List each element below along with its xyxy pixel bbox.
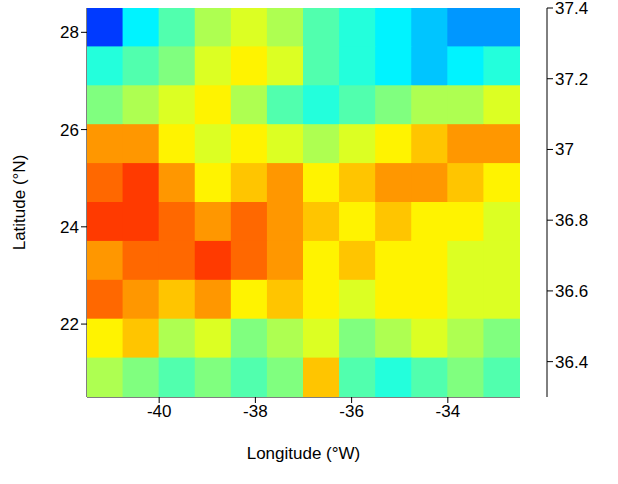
svg-text:36.8: 36.8 [555,211,588,230]
svg-text:-34: -34 [436,402,461,421]
svg-text:22: 22 [60,315,79,334]
svg-text:-40: -40 [147,402,172,421]
svg-text:24: 24 [60,218,79,237]
svg-text:Latitude (°N): Latitude (°N) [10,155,29,251]
svg-text:28: 28 [60,23,79,42]
svg-text:-36: -36 [339,402,364,421]
svg-text:37.4: 37.4 [555,0,588,18]
svg-text:37: 37 [555,140,574,159]
svg-text:36.6: 36.6 [555,282,588,301]
svg-text:37.2: 37.2 [555,70,588,89]
svg-text:Longitude (°W): Longitude (°W) [247,444,361,463]
svg-text:-38: -38 [243,402,268,421]
svg-text:36.4: 36.4 [555,353,588,372]
svg-text:26: 26 [60,121,79,140]
